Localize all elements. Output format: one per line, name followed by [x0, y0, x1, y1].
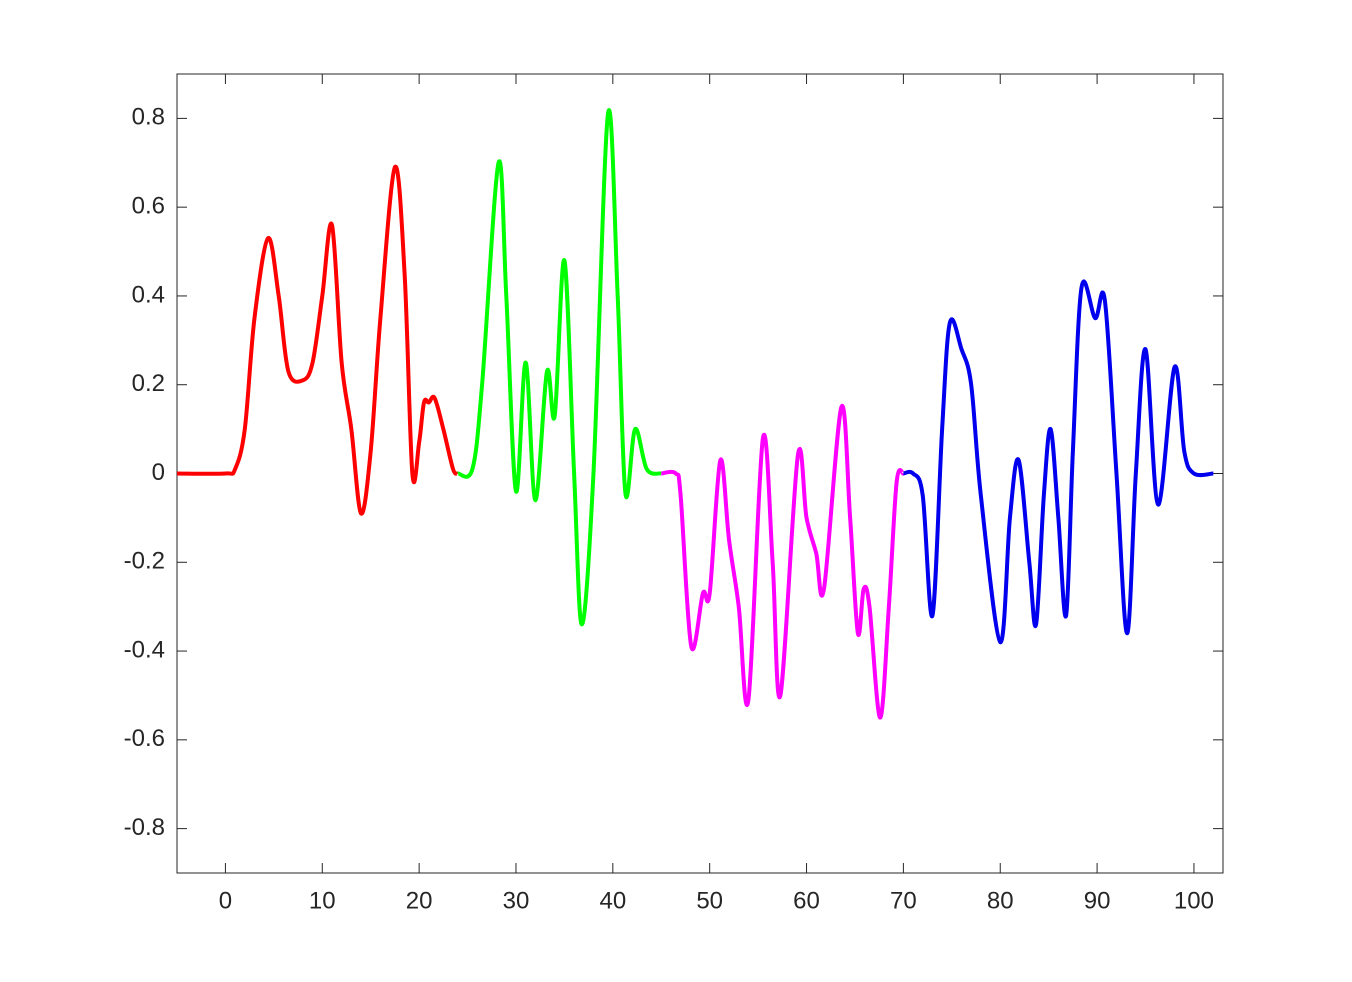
- series-line: [457, 108, 662, 627]
- series-line: [902, 279, 1214, 645]
- y-tick-label: -0.8: [124, 814, 165, 841]
- series-line: [176, 164, 460, 516]
- y-tick-label: -0.6: [124, 725, 165, 752]
- y-tick-label: 0: [152, 459, 165, 486]
- y-tick-label: -0.4: [124, 636, 165, 663]
- y-tick-label: 0.8: [132, 104, 165, 131]
- series-line: [661, 403, 906, 720]
- x-tick-label: 30: [503, 887, 530, 914]
- x-tick-label: 70: [890, 887, 917, 914]
- x-tick-label: 0: [219, 887, 232, 914]
- y-tick-label: 0.4: [132, 281, 165, 308]
- x-tick-label: 60: [793, 887, 820, 914]
- y-tick-label: -0.2: [124, 548, 165, 575]
- plot-area: [176, 73, 1224, 874]
- x-tick-label: 20: [406, 887, 433, 914]
- y-tick-label: 0.6: [132, 193, 165, 220]
- x-tick-label: 40: [599, 887, 626, 914]
- x-tick-label: 10: [309, 887, 336, 914]
- y-tick-label: 0.2: [132, 370, 165, 397]
- x-tick-label: 80: [987, 887, 1014, 914]
- x-tick-label: 50: [696, 887, 723, 914]
- x-tick-label: 100: [1174, 887, 1214, 914]
- x-tick-label: 90: [1084, 887, 1111, 914]
